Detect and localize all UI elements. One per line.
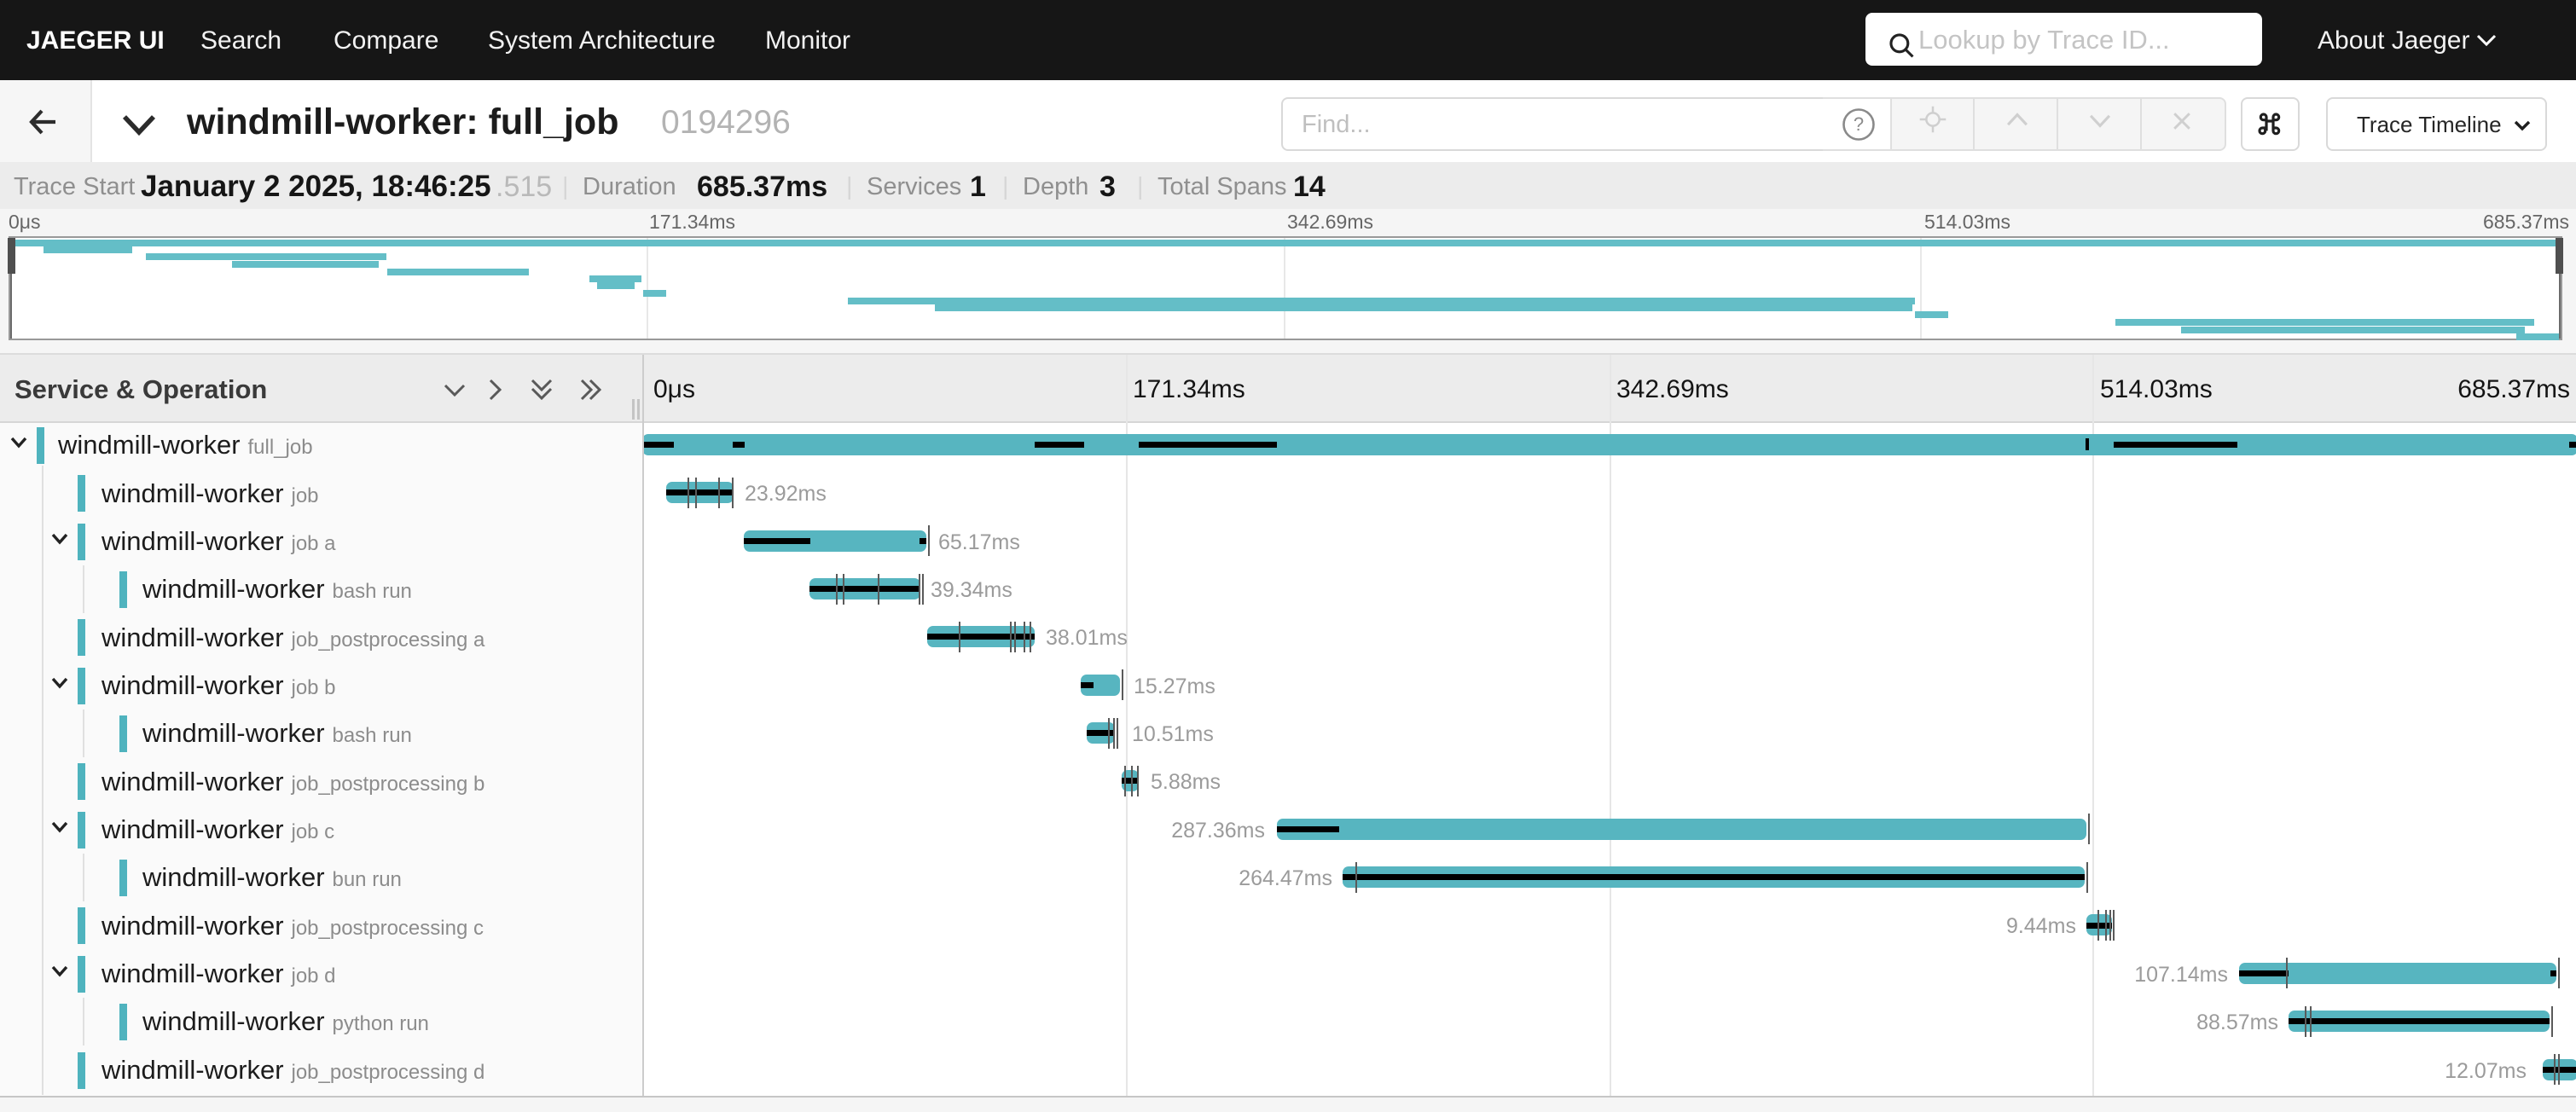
svg-text:?: ?	[1854, 113, 1864, 135]
